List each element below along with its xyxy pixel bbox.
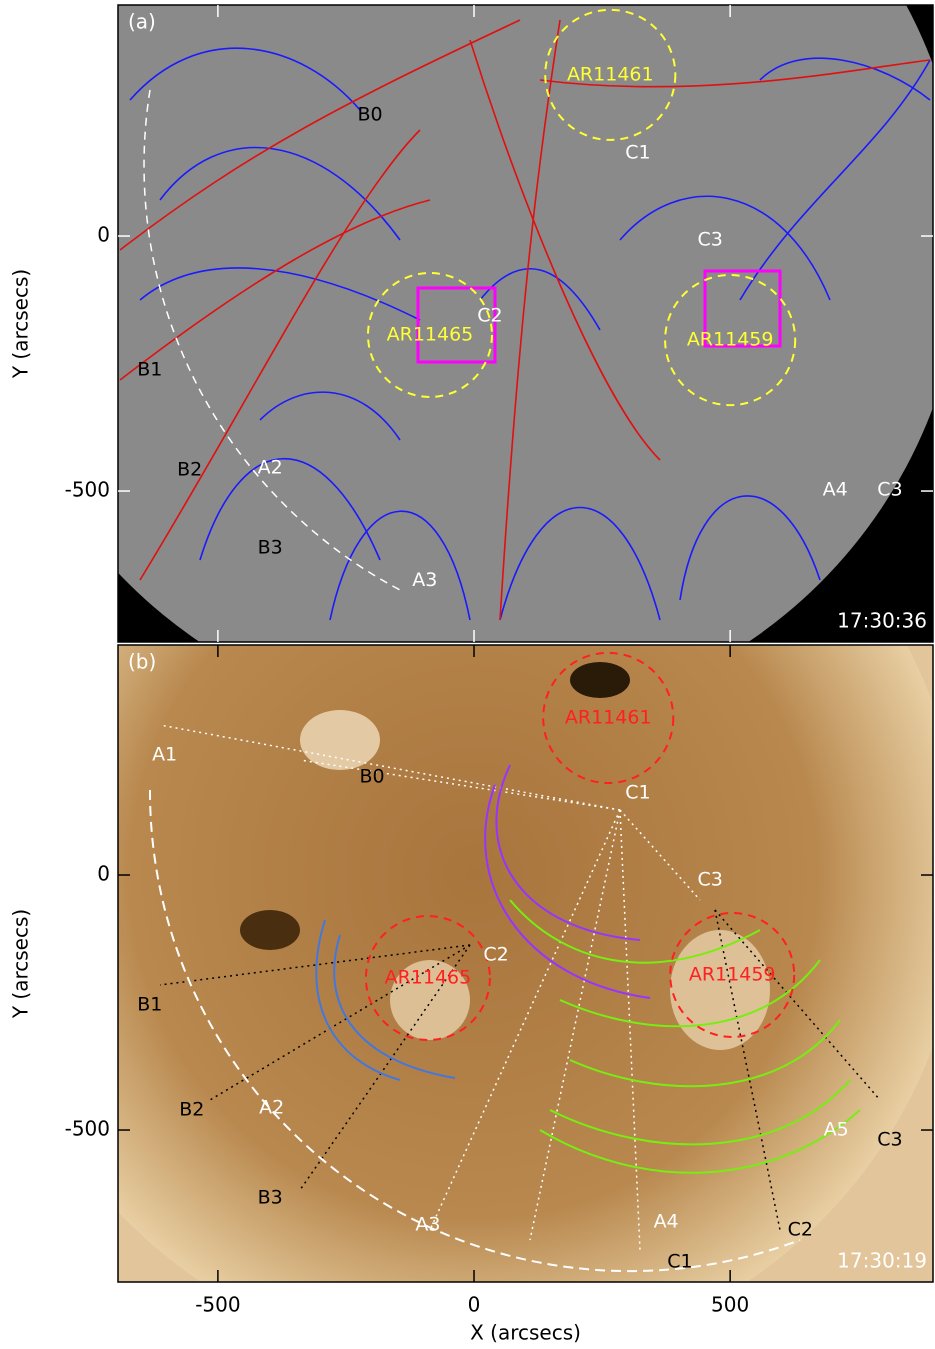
annotation: B3 xyxy=(258,537,283,559)
annotation: C3 xyxy=(697,229,722,251)
panel-b-image xyxy=(118,645,933,1282)
annotation: A1 xyxy=(152,744,177,766)
active-region-label: AR11459 xyxy=(689,963,776,985)
annotation: B1 xyxy=(137,994,162,1016)
active-region-label: AR11465 xyxy=(385,967,472,989)
annotation: C1 xyxy=(625,141,650,163)
annotation: B0 xyxy=(360,766,385,788)
x-tick-label: 0 xyxy=(468,1293,481,1317)
active-region-circle xyxy=(366,271,493,398)
annotation: A2 xyxy=(259,1097,284,1119)
annotation: C3 xyxy=(877,1129,902,1151)
annotation: A4 xyxy=(654,1210,679,1232)
plot-frame xyxy=(117,644,934,1283)
annotation: A2 xyxy=(258,457,283,479)
y-tick-label: 0 xyxy=(97,223,110,247)
annotation: C3 xyxy=(697,869,722,891)
active-region-label: AR11461 xyxy=(565,706,652,728)
annotation: C1 xyxy=(667,1251,692,1273)
active-region-circle xyxy=(542,651,675,784)
annotation: B2 xyxy=(179,1099,204,1121)
panel-label: (a) xyxy=(128,10,156,34)
annotation: B0 xyxy=(357,104,382,126)
annotation: B2 xyxy=(177,459,202,481)
x-tick-label: -500 xyxy=(195,1293,240,1317)
timestamp: 17:30:36 xyxy=(837,609,927,633)
y-axis-label: Y (arcsecs) xyxy=(9,909,33,1019)
annotation: A5 xyxy=(824,1119,849,1141)
y-tick-label: 0 xyxy=(97,862,110,886)
annotation: B3 xyxy=(258,1186,283,1208)
annotation: C3 xyxy=(877,479,902,501)
annotation: A3 xyxy=(415,1213,440,1235)
timestamp: 17:30:19 xyxy=(837,1249,927,1273)
y-tick-label: -500 xyxy=(65,478,110,502)
x-tick-label: 500 xyxy=(711,1293,749,1317)
x-axis-label: X (arcsecs) xyxy=(470,1321,581,1345)
annotation: B1 xyxy=(137,359,162,381)
active-region-circle xyxy=(664,274,797,407)
annotation: C2 xyxy=(788,1218,813,1240)
annotation: A3 xyxy=(412,569,437,591)
y-axis-label: Y (arcsecs) xyxy=(9,269,33,379)
y-tick-label: -500 xyxy=(65,1117,110,1141)
annotation: A4 xyxy=(823,479,848,501)
annotation: C2 xyxy=(483,944,508,966)
annotation: C2 xyxy=(477,305,502,327)
active-region-circle xyxy=(364,915,491,1042)
plot-frame xyxy=(117,4,934,643)
panel-label: (b) xyxy=(128,650,156,674)
active-region-circle xyxy=(669,911,796,1038)
active-region-circle xyxy=(544,8,677,141)
active-region-label: AR11461 xyxy=(567,63,654,85)
active-region-label: AR11465 xyxy=(387,323,474,345)
active-region-label: AR11459 xyxy=(687,329,774,351)
panel-a-image xyxy=(118,5,933,642)
annotation: C1 xyxy=(625,781,650,803)
